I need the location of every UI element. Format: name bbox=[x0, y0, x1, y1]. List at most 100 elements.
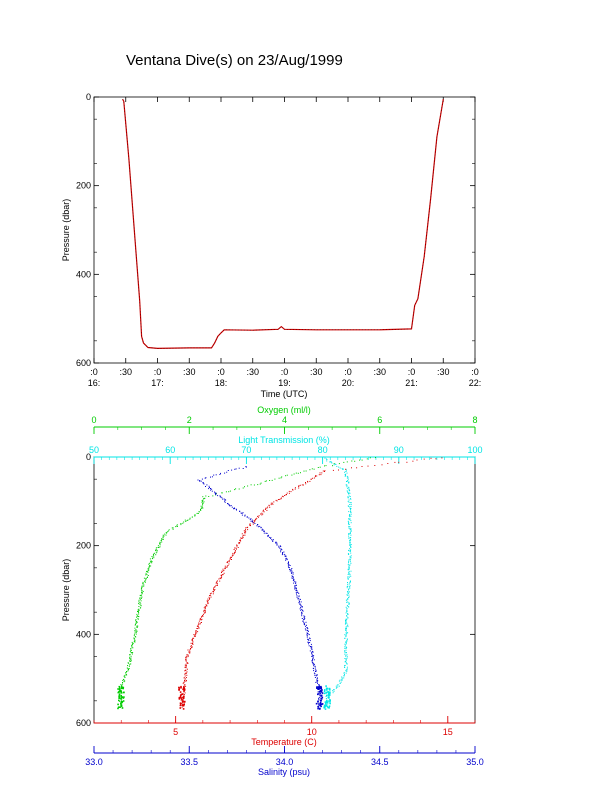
profile-point bbox=[265, 480, 267, 482]
profile-point bbox=[137, 611, 138, 612]
profile-point bbox=[253, 520, 255, 522]
profile-point bbox=[129, 663, 131, 665]
profile-point bbox=[315, 670, 317, 672]
profile-point bbox=[311, 661, 313, 663]
profile-point bbox=[319, 472, 321, 474]
profile-point bbox=[312, 658, 313, 660]
profile-point bbox=[209, 595, 211, 596]
profile-point bbox=[343, 461, 345, 463]
profile-point bbox=[184, 675, 186, 677]
bottom-cluster-point bbox=[321, 696, 324, 699]
bottom-cluster-point bbox=[319, 687, 321, 690]
profile-point bbox=[350, 513, 352, 515]
profile-point bbox=[367, 465, 369, 467]
profile-point bbox=[348, 482, 350, 484]
bottom-cluster-point bbox=[119, 689, 121, 692]
profile-point bbox=[122, 682, 123, 683]
profile-point bbox=[345, 646, 347, 648]
profile-point bbox=[247, 485, 249, 487]
profile-point bbox=[348, 566, 350, 568]
profile-point bbox=[145, 574, 147, 576]
profile-point bbox=[346, 640, 348, 642]
profile-point bbox=[298, 592, 300, 594]
profile-point bbox=[347, 601, 349, 603]
profile-point bbox=[239, 542, 241, 544]
bottom-cluster-point bbox=[182, 687, 185, 689]
profile-point bbox=[345, 468, 347, 470]
profile-point bbox=[229, 490, 231, 492]
profile-point bbox=[349, 543, 351, 545]
profile-point bbox=[319, 466, 321, 468]
profile-point bbox=[134, 639, 136, 641]
profile-point bbox=[302, 621, 304, 622]
profile-point bbox=[197, 479, 199, 481]
profile-point bbox=[123, 681, 125, 683]
profile-point bbox=[346, 628, 347, 630]
profile-point bbox=[128, 668, 129, 670]
profile-point bbox=[195, 631, 196, 633]
profile-point bbox=[187, 655, 189, 657]
profile-point bbox=[216, 580, 218, 582]
top-x-tick-label-hour: 21: bbox=[405, 378, 418, 388]
bottom-cluster-point bbox=[119, 706, 121, 708]
bottom-cluster-point bbox=[319, 707, 321, 710]
profile-point bbox=[251, 519, 253, 521]
profile-point bbox=[348, 606, 350, 608]
profile-point bbox=[208, 487, 210, 488]
profile-point bbox=[229, 558, 231, 560]
profile-point bbox=[348, 570, 350, 572]
profile-point bbox=[120, 690, 122, 692]
profile-point bbox=[213, 588, 214, 590]
profile-point bbox=[350, 534, 352, 536]
bottom-y-tick-label: 400 bbox=[76, 629, 91, 639]
profile-point bbox=[347, 626, 349, 628]
profile-point bbox=[341, 677, 343, 679]
profile-point bbox=[301, 606, 303, 608]
profile-point bbox=[127, 670, 129, 672]
profile-point bbox=[292, 577, 294, 579]
profile-point bbox=[349, 514, 351, 516]
profile-point bbox=[236, 509, 237, 511]
bottom-cluster-point bbox=[325, 704, 328, 706]
profile-point bbox=[121, 685, 123, 687]
profile-point bbox=[343, 672, 345, 674]
light-transmission-tick-label: 50 bbox=[89, 445, 99, 455]
profile-point bbox=[208, 496, 210, 497]
profile-point bbox=[216, 584, 218, 586]
profile-point bbox=[166, 532, 168, 534]
profile-point bbox=[304, 622, 305, 624]
profile-point bbox=[356, 467, 358, 469]
profile-point bbox=[145, 572, 147, 574]
temperature-axis-label: Temperature (C) bbox=[251, 737, 317, 747]
figure-title: Ventana Dive(s) on 23/Aug/1999 bbox=[126, 52, 343, 69]
profile-point bbox=[350, 562, 352, 564]
salinity-tick-label: 35.0 bbox=[466, 757, 484, 767]
profile-point bbox=[349, 496, 351, 498]
profile-point bbox=[288, 566, 290, 568]
profile-point bbox=[119, 692, 121, 694]
profile-point bbox=[309, 640, 311, 642]
profile-point bbox=[281, 495, 283, 497]
profile-point bbox=[306, 634, 308, 636]
profile-point bbox=[345, 632, 347, 634]
profile-point bbox=[314, 668, 316, 670]
profile-point bbox=[130, 657, 132, 659]
profile-point bbox=[221, 492, 223, 494]
profile-point bbox=[303, 615, 305, 617]
profile-point bbox=[347, 591, 348, 593]
profile-point bbox=[195, 633, 197, 635]
profile-point bbox=[346, 477, 348, 479]
profile-point bbox=[315, 675, 317, 677]
profile-point bbox=[232, 554, 234, 556]
profile-point bbox=[187, 656, 189, 658]
profile-point bbox=[144, 581, 146, 583]
bottom-cluster-point bbox=[321, 689, 323, 691]
profile-point bbox=[133, 638, 135, 640]
profile-point bbox=[345, 669, 347, 671]
profile-point bbox=[236, 548, 237, 550]
bottom-cluster-point bbox=[316, 687, 318, 689]
profile-point bbox=[345, 619, 347, 621]
profile-point bbox=[290, 572, 292, 574]
profile-point bbox=[332, 465, 333, 467]
bottom-cluster-point bbox=[181, 704, 184, 706]
